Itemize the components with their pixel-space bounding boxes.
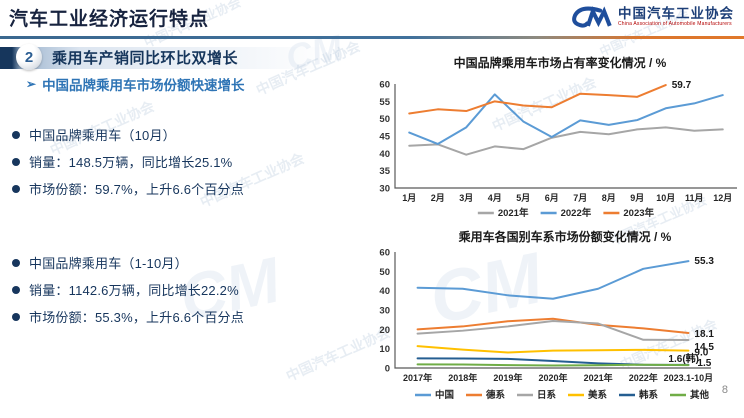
china-brand-market-share-chart: 中国品牌乘用车市场占有率变化情况 / % 30 35 40 45 50 55 60 1月 2月 3月… (379, 55, 737, 219)
svg-text:10月: 10月 (656, 193, 675, 203)
svg-text:其他: 其他 (690, 389, 710, 401)
svg-text:50: 50 (379, 267, 390, 278)
svg-text:11月: 11月 (685, 193, 704, 203)
svg-text:18.1: 18.1 (694, 329, 714, 340)
caam-logo-mark (572, 6, 612, 28)
section-gradient-bar (0, 47, 330, 69)
section-title: 乘用车产销同比环比双增长 (52, 50, 239, 67)
svg-text:5月: 5月 (516, 193, 530, 203)
stats-list-jan-october: 中国品牌乘用车（1-10月） 销量：1142.6万辆，同比增长22.2% 市场份… (12, 254, 244, 335)
svg-text:30: 30 (379, 306, 390, 317)
svg-text:12月: 12月 (713, 193, 732, 203)
svg-text:40: 40 (379, 286, 390, 297)
svg-text:2023.1-10月: 2023.1-10月 (664, 373, 714, 383)
country-series-market-share-chart: 乘用车各国别车系市场份额变化情况 / % 0 10 20 30 40 50 60 2017年 20… (379, 229, 714, 401)
list-item: 中国品牌乘用车（1-10月） (12, 254, 244, 271)
stats-list-october: 中国品牌乘用车（10月） 销量：148.5万辆，同比增长25.1% 市场份额：5… (12, 126, 244, 207)
svg-text:6月: 6月 (545, 193, 559, 203)
svg-text:9月: 9月 (630, 193, 644, 203)
svg-text:14.5: 14.5 (694, 342, 714, 353)
svg-text:4月: 4月 (488, 193, 502, 203)
logo-subtitle: China Association of Automobile Manufact… (618, 21, 732, 28)
svg-text:9.0: 9.0 (694, 348, 708, 359)
svg-text:59.7: 59.7 (672, 80, 692, 91)
bullet-dot (12, 184, 20, 193)
svg-text:40: 40 (379, 149, 390, 160)
svg-text:55.3: 55.3 (694, 256, 714, 267)
svg-text:30: 30 (379, 184, 390, 195)
bullet-dot (12, 130, 20, 139)
section-subtitle-text: 中国品牌乘用车市场份额快速增长 (42, 78, 245, 93)
list-item: 市场份额：59.7%，上升6.6个百分点 (12, 180, 244, 197)
list-item: 销量：148.5万辆，同比增长25.1% (12, 153, 244, 170)
svg-text:韩系: 韩系 (639, 389, 659, 401)
svg-text:美系: 美系 (587, 389, 608, 401)
svg-text:1月: 1月 (402, 193, 416, 203)
arrow-icon: ➢ (26, 77, 37, 91)
list-item: 销量：1142.6万辆，同比增长22.2% (12, 281, 244, 298)
svg-text:2020年: 2020年 (538, 372, 567, 383)
svg-text:中国: 中国 (435, 389, 454, 401)
section-number-badge: 2 (16, 44, 42, 70)
svg-text:德系: 德系 (486, 389, 506, 401)
stat-text: 销量：1142.6万辆，同比增长22.2% (29, 283, 239, 298)
bullet-dot (12, 157, 20, 166)
svg-text:0: 0 (385, 364, 390, 375)
list-item: 中国品牌乘用车（10月） (12, 126, 244, 143)
svg-text:乘用车各国别车系市场份额变化情况 / %: 乘用车各国别车系市场份额变化情况 / % (458, 229, 672, 244)
svg-text:2023年: 2023年 (623, 207, 654, 219)
list-item: 市场份额：55.3%，上升6.6个百分点 (12, 308, 244, 325)
svg-text:2019年: 2019年 (493, 372, 522, 383)
svg-text:60: 60 (379, 248, 390, 259)
svg-text:日系: 日系 (537, 389, 557, 401)
svg-text:20: 20 (379, 325, 390, 336)
svg-text:60: 60 (379, 80, 390, 91)
bullet-dot (12, 285, 20, 294)
bullet-dot (12, 312, 20, 321)
svg-text:7月: 7月 (573, 193, 587, 203)
section-subtitle: ➢ 中国品牌乘用车市场份额快速增长 (26, 74, 245, 94)
svg-text:55: 55 (379, 97, 390, 108)
svg-text:2月: 2月 (431, 193, 445, 203)
page-title: 汽车工业经济运行特点 (9, 9, 210, 30)
caam-logo: 中国汽车工业协会 China Association of Automobile… (571, 4, 734, 30)
stat-text: 市场份额：59.7%，上升6.6个百分点 (29, 182, 244, 197)
title-divider (0, 36, 744, 39)
svg-text:50: 50 (379, 114, 390, 125)
svg-text:2022年: 2022年 (629, 372, 658, 383)
svg-text:10: 10 (379, 344, 390, 355)
svg-text:2017年: 2017年 (403, 372, 432, 383)
page-number: 8 (721, 384, 728, 396)
stat-text: 中国品牌乘用车（1-10月） (29, 256, 188, 271)
svg-text:1.5: 1.5 (697, 358, 711, 369)
logo-name: 中国汽车工业协会 (618, 5, 734, 21)
stat-text: 市场份额：55.3%，上升6.6个百分点 (29, 310, 244, 325)
svg-text:中国品牌乘用车市场占有率变化情况 / %: 中国品牌乘用车市场占有率变化情况 / % (454, 55, 667, 70)
bullet-dot (12, 258, 20, 267)
svg-text:2018年: 2018年 (448, 372, 477, 383)
svg-text:2021年: 2021年 (584, 372, 613, 383)
svg-text:45: 45 (379, 132, 390, 143)
stat-text: 销量：148.5万辆，同比增长25.1% (29, 155, 233, 170)
svg-text:1.6(韩): 1.6(韩) (668, 352, 699, 365)
svg-text:2021年: 2021年 (498, 207, 529, 219)
svg-text:8月: 8月 (602, 193, 616, 203)
stat-text: 中国品牌乘用车（10月） (29, 128, 176, 143)
svg-text:35: 35 (379, 166, 390, 177)
svg-text:3月: 3月 (459, 193, 473, 203)
svg-text:2022年: 2022年 (561, 207, 592, 219)
